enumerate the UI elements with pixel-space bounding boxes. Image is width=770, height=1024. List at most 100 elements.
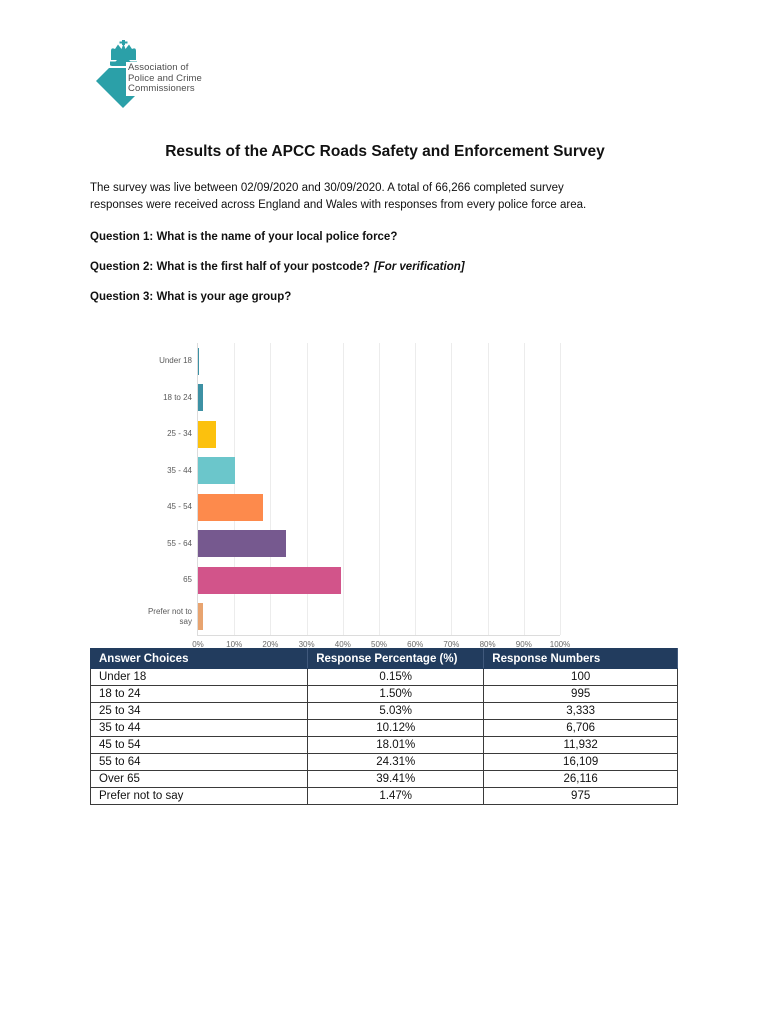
apcc-logo: Association of Police and Crime Commissi…: [94, 40, 294, 108]
category-label: 35 - 44: [167, 465, 192, 475]
table-cell: 18 to 24: [89, 685, 309, 703]
intro-paragraph: The survey was live between 02/09/2020 a…: [90, 182, 587, 211]
table-header: Answer Choices Response Percentage (%) Res…: [89, 648, 678, 669]
bar-track: [198, 380, 560, 417]
y-axis-labels: Under 18 18 to 24 25 - 34 35 - 44 45 - 54 55 …: [90, 343, 197, 636]
table-cell: 24.31%: [307, 753, 485, 771]
x-axis-tick-label: 0%: [192, 640, 204, 649]
gridlines: [198, 343, 561, 635]
bar-track: [198, 599, 560, 636]
table-cell: Prefer not to say: [89, 787, 309, 805]
table-cell: 6,706: [483, 719, 678, 737]
gridline: [451, 343, 453, 635]
category-label: 18 to 24: [163, 392, 192, 402]
table-cell: 39.41%: [307, 770, 485, 788]
table-cell: 25 to 34: [89, 702, 309, 720]
x-axis-tick-label: 50%: [370, 640, 388, 649]
category-label: 55 - 64: [167, 538, 192, 548]
table-header-cell: Response Numbers: [483, 648, 678, 669]
gridline: [560, 343, 561, 635]
gridline: [234, 343, 236, 635]
table-row: 18 to 24 1.50% 995: [89, 685, 678, 703]
category-label: Under 18: [159, 356, 192, 366]
results-table: Answer Choices Response Percentage (%) Res…: [89, 648, 678, 805]
gridline: [523, 343, 525, 635]
table-cell: Over 65: [89, 770, 309, 788]
table-cell: 100: [483, 668, 678, 686]
apcc-logo-text: Association of Police and Crime Commissi…: [126, 62, 205, 96]
bar-35-44: [198, 457, 235, 485]
table-cell: 1.50%: [307, 685, 485, 703]
table-cell: 995: [483, 685, 678, 703]
table-row: 35 to 44 10.12% 6,706: [89, 719, 678, 737]
x-axis-tick-label: 100%: [549, 640, 571, 649]
table-header-cell: Answer Choices: [89, 648, 309, 669]
table-row: 45 to 54 18.01% 11,932: [89, 736, 678, 754]
logo-text-line: Commissioners: [128, 83, 195, 94]
logo-text-line: Police and Crime: [128, 72, 202, 84]
table-row: Prefer not to say 1.47% 975: [89, 787, 678, 805]
bar-55-64: [198, 530, 286, 558]
table-body: Under 18 0.15% 100 18 to 24 1.50% 995 25 to 34…: [89, 668, 678, 805]
gridline: [415, 343, 417, 635]
table-row: Under 18 0.15% 100: [89, 668, 678, 686]
question-2: Question 2: What is the first half of yo…: [90, 261, 680, 273]
crown-divider: [108, 66, 139, 68]
table-row: 25 to 34 5.03% 3,333: [89, 702, 678, 720]
gridline: [306, 343, 308, 635]
table-cell: 18.01%: [307, 736, 485, 754]
table-cell: 1.47%: [307, 787, 485, 805]
gridline: [379, 343, 380, 635]
age-group-bar-chart: Under 18 18 to 24 25 - 34 35 - 44 45 - 54 55 …: [90, 343, 680, 649]
bar-25-34: [198, 420, 217, 448]
bar-18-to-24: [198, 384, 204, 412]
x-axis-tick-label: 90%: [515, 640, 532, 649]
table-cell: 5.03%: [307, 702, 485, 720]
bar-under-18: [198, 347, 199, 375]
table-row: 55 to 64 24.31% 16,109: [89, 753, 678, 771]
gridline: [342, 343, 344, 635]
table-cell: 55 to 64: [89, 753, 309, 771]
question-1-label: Question 1: What is the name of your loc…: [90, 231, 398, 243]
bar-track: [198, 526, 560, 563]
question-1: Question 1: What is the name of your loc…: [90, 231, 680, 243]
logo-text-line: Association of: [128, 62, 189, 73]
x-axis-tick-label: 40%: [334, 640, 351, 649]
question-3-label: Question 3: What is your age group?: [90, 291, 292, 303]
category-label: 65: [183, 575, 192, 585]
x-axis-tick-label: 10%: [226, 640, 243, 649]
question-3: Question 3: What is your age group?: [90, 291, 680, 303]
x-axis-tick-label: 60%: [407, 640, 424, 649]
gridline: [270, 343, 272, 635]
category-label: 25 - 34: [167, 429, 192, 439]
table-cell: 11,932: [483, 736, 678, 754]
bar-65: [198, 566, 341, 594]
question-2-label: Question 2: What is the first half of yo…: [90, 261, 370, 273]
table-cell: 45 to 54: [89, 736, 309, 754]
table-cell: 10.12%: [307, 719, 485, 737]
bar-track: [198, 453, 560, 490]
table-cell: 0.15%: [307, 668, 485, 686]
category-label: Prefer not to say: [147, 606, 192, 626]
bar-prefer-not-to-say: [198, 603, 204, 631]
bar-45-54: [198, 493, 264, 521]
table-cell: Under 18: [89, 668, 309, 686]
question-2-note: [For verification]: [373, 261, 465, 273]
bar-track: [198, 489, 560, 526]
x-axis-tick-label: 70%: [443, 640, 460, 649]
table-header-cell: Response Percentage (%): [307, 648, 485, 669]
chart-rows: [198, 343, 560, 635]
x-axis: 0% 10% 20% 30% 40% 50% 60% 70% 80% 90% 100%: [192, 635, 570, 653]
table-cell: 26,116: [483, 770, 678, 788]
bar-track: [198, 416, 560, 453]
table-cell: 3,333: [483, 702, 678, 720]
bar-track: [198, 343, 560, 380]
table-row: Over 65 39.41% 26,116: [89, 770, 678, 788]
category-label: 45 - 54: [167, 502, 192, 512]
page-title: Results of the APCC Roads Safety and Enf…: [165, 143, 605, 160]
gridline: [487, 343, 489, 635]
table-cell: 35 to 44: [89, 719, 309, 737]
x-axis-tick-label: 80%: [479, 640, 496, 649]
x-axis-tick-label: 30%: [298, 640, 315, 649]
